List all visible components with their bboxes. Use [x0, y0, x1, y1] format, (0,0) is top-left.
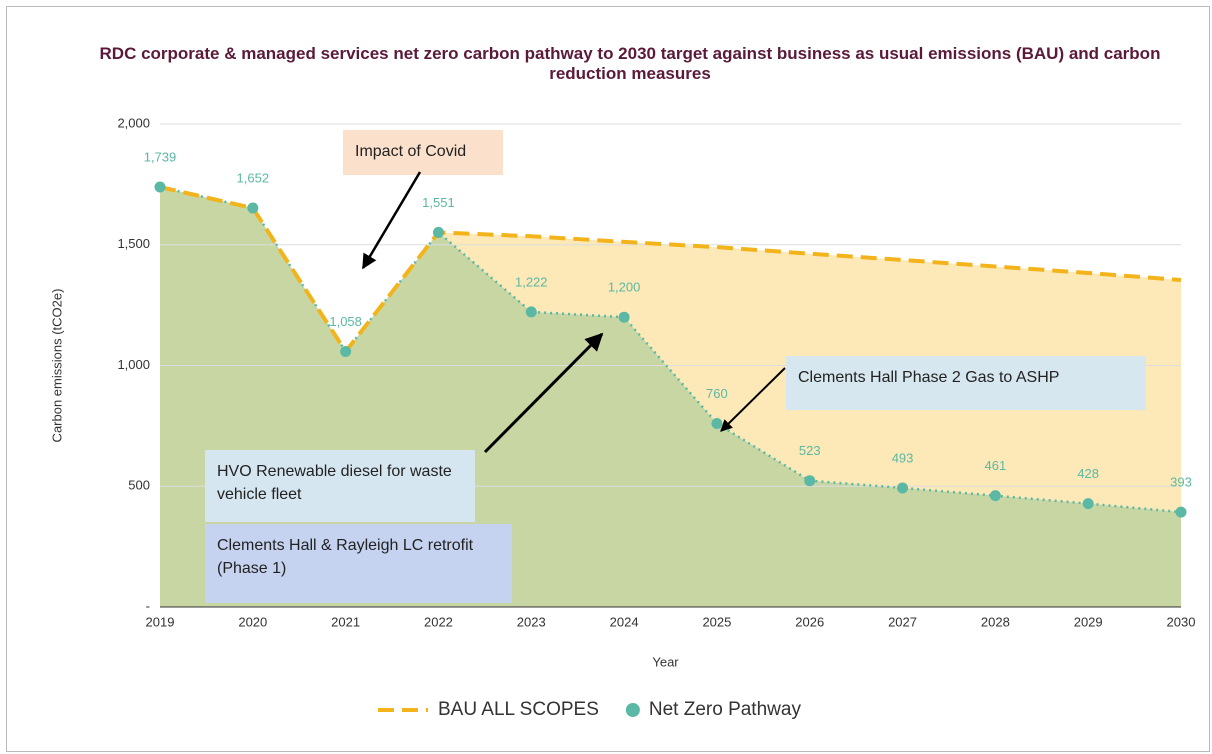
point	[154, 181, 166, 193]
y-tick-label: 1,500	[117, 236, 150, 251]
point	[897, 482, 909, 494]
annotation: Clements Hall Phase 2 Gas to ASHP	[786, 356, 1146, 410]
y-tick-label: 1,000	[117, 357, 150, 372]
point	[804, 475, 816, 487]
y-tick-label: 2,000	[117, 115, 150, 130]
frame	[6, 6, 1210, 752]
x-tick-label: 2029	[1074, 614, 1103, 629]
y-tick-label: -	[146, 598, 150, 613]
annotation: Impact of Covid	[343, 130, 503, 175]
y-axis-title: Carbon emissions (tCO2e)	[49, 289, 64, 443]
point	[340, 345, 352, 357]
x-tick-label: 2021	[331, 614, 360, 629]
data-label: 1,200	[608, 280, 641, 295]
x-tick-label: 2025	[702, 614, 731, 629]
legend-marker	[625, 703, 640, 717]
data-label: 428	[1077, 466, 1099, 481]
x-tick-label: 2030	[1167, 614, 1196, 629]
line	[159, 185, 1182, 355]
x-tick-label: 2027	[888, 614, 917, 629]
x-tick-label: 2019	[146, 614, 175, 629]
x-tick-label: 2028	[981, 614, 1010, 629]
data-label: 1,551	[422, 195, 455, 210]
point	[989, 490, 1001, 502]
x-axis-title: Year	[652, 654, 679, 669]
data-label: 760	[706, 386, 728, 401]
x-tick-label: 2022	[424, 614, 453, 629]
point	[711, 417, 723, 429]
point	[432, 226, 444, 238]
point	[525, 306, 537, 318]
data-label: 493	[892, 450, 914, 465]
annotation: HVO Renewable diesel for waste vehicle f…	[205, 450, 475, 522]
legend-label: BAU ALL SCOPES	[438, 699, 599, 720]
chart-title: RDC corporate & managed services net zer…	[99, 44, 1161, 83]
line	[159, 185, 1182, 514]
x-tick-label: 2020	[238, 614, 267, 629]
point	[1082, 498, 1094, 510]
data-label: 1,222	[515, 274, 548, 289]
annotation: Clements Hall & Rayleigh LC retrofit (Ph…	[205, 524, 512, 603]
data-label: 461	[985, 458, 1007, 473]
data-label: 523	[799, 443, 821, 458]
x-tick-label: 2026	[795, 614, 824, 629]
x-tick-label: 2023	[517, 614, 546, 629]
legend-label: Net Zero Pathway	[649, 699, 802, 720]
y-tick-label: 500	[128, 478, 150, 493]
data-label: 1,739	[144, 149, 177, 164]
x-tick-label: 2024	[610, 614, 639, 629]
point	[618, 311, 630, 323]
data-label: 1,652	[237, 170, 270, 185]
data-label: 1,058	[329, 314, 362, 329]
point	[247, 202, 259, 214]
data-label: 393	[1170, 475, 1192, 490]
point	[1175, 506, 1187, 518]
